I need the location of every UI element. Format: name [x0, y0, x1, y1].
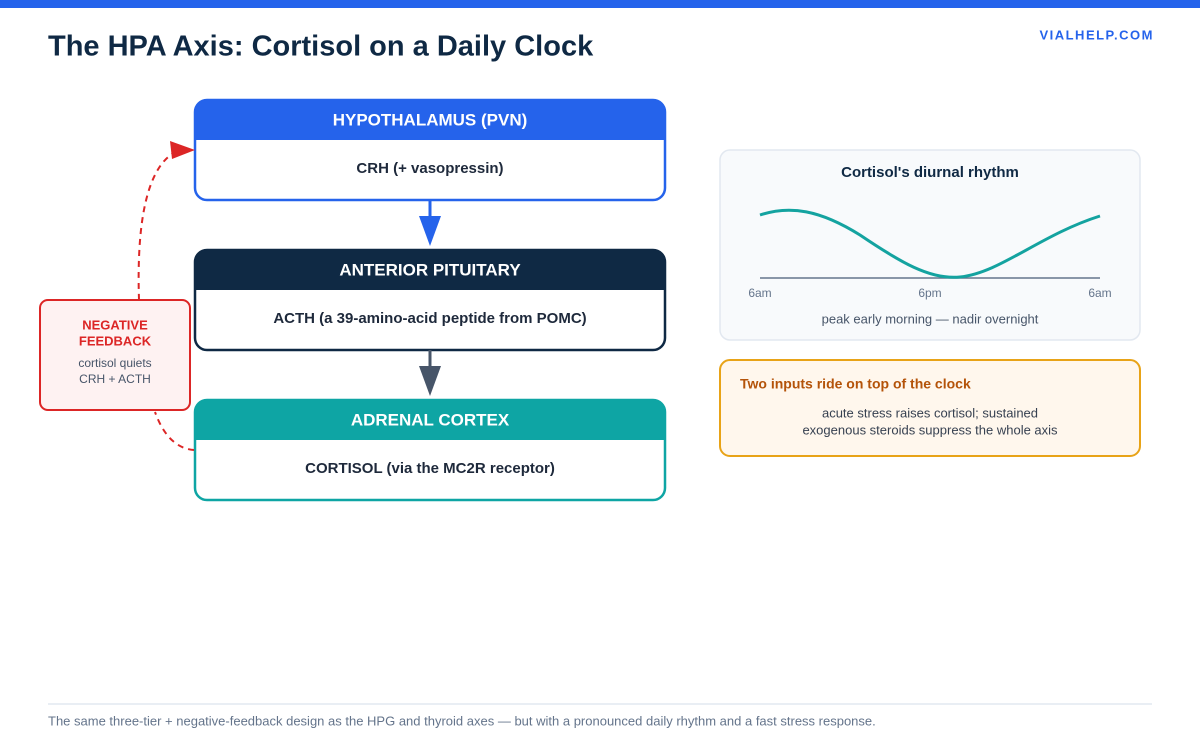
brand: VIALHELP.COM — [1039, 27, 1154, 42]
arrow-head — [419, 216, 441, 246]
tier-title: ANTERIOR PITUITARY — [339, 260, 521, 279]
rhythm-x-label: 6pm — [918, 286, 941, 300]
tier-body: ACTH (a 39-amino-acid peptide from POMC) — [273, 310, 586, 327]
tier-title: HYPOTHALAMUS (PVN) — [333, 110, 528, 129]
inputs-panel — [719, 359, 1141, 457]
rhythm-x-label: 6am — [748, 286, 771, 300]
tier-body: CORTISOL (via the MC2R receptor) — [305, 460, 555, 477]
footer: The same three-tier + negative-feedback … — [48, 713, 876, 728]
rhythm-title: Cortisol's diurnal rhythm — [841, 164, 1019, 181]
rhythm-curve — [759, 208, 1101, 279]
title: The HPA Axis: Cortisol on a Daily Clock — [48, 31, 594, 63]
feedback-title: FEEDBACK — [79, 333, 152, 348]
feedback-body: cortisol quiets — [78, 356, 151, 370]
tier-header — [195, 100, 665, 140]
arrow-head — [419, 366, 441, 396]
feedback-body: CRH + ACTH — [79, 372, 151, 386]
feedback-line — [154, 411, 195, 451]
tier-header — [195, 250, 665, 290]
feedback-box — [39, 299, 191, 411]
rhythm-panel — [719, 149, 1141, 341]
inputs-title: Two inputs ride on top of the clock — [740, 376, 971, 392]
feedback-title: NEGATIVE — [82, 317, 148, 332]
feedback-arrow-head — [170, 141, 195, 159]
inputs-body: exogenous steroids suppress the whole ax… — [802, 422, 1058, 437]
tier-body: CRH (+ vasopressin) — [356, 160, 503, 177]
tier-title: ADRENAL CORTEX — [351, 410, 510, 429]
top-bar — [0, 0, 1200, 8]
inputs-body: acute stress raises cortisol; sustained — [822, 405, 1038, 420]
rhythm-caption: peak early morning — nadir overnight — [822, 311, 1039, 326]
rhythm-x-label: 6am — [1088, 286, 1111, 300]
tier-header — [195, 400, 665, 440]
feedback-line — [137, 151, 176, 301]
